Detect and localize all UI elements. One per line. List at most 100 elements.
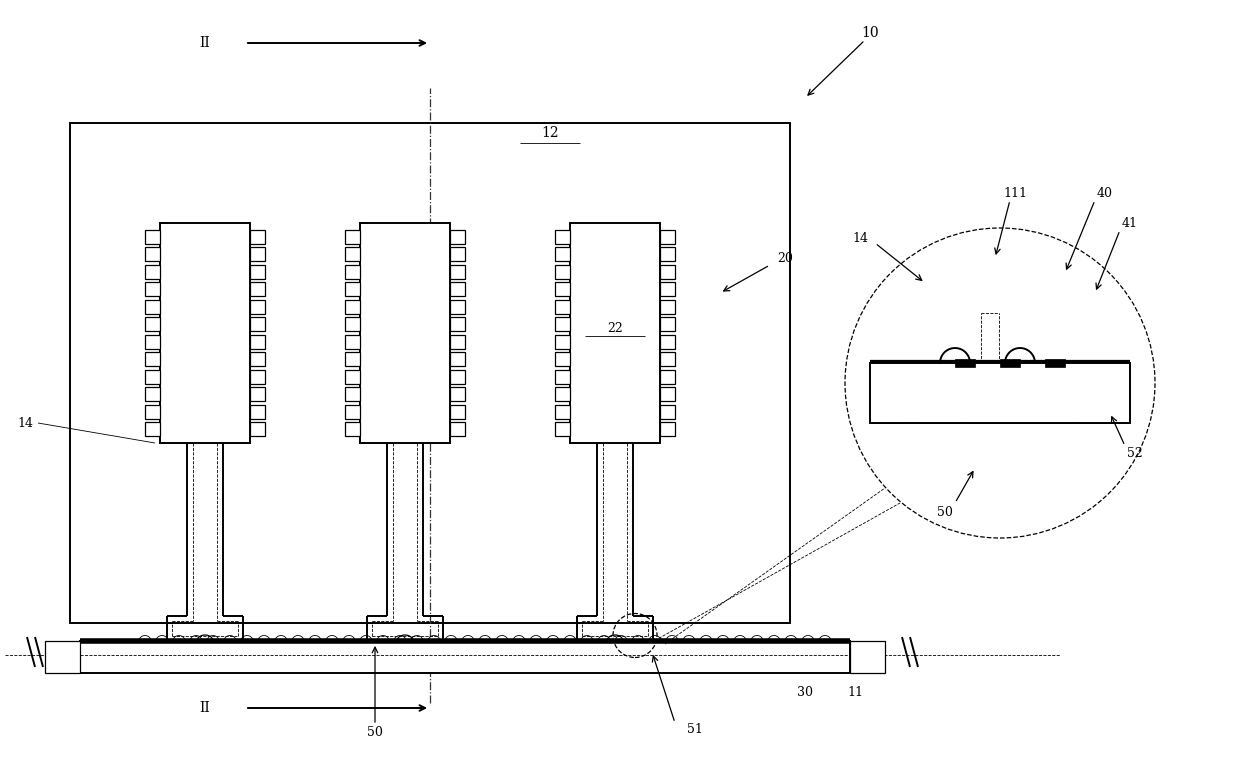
- Bar: [250, 422, 265, 437]
- Bar: [250, 352, 265, 366]
- Bar: [345, 405, 360, 418]
- Bar: [450, 265, 465, 279]
- Bar: [345, 230, 360, 244]
- Bar: [999, 359, 1021, 367]
- Bar: [556, 387, 570, 401]
- Bar: [145, 370, 160, 384]
- Bar: [250, 265, 265, 279]
- Bar: [345, 335, 360, 349]
- Bar: [870, 363, 1130, 423]
- Bar: [450, 370, 465, 384]
- Bar: [345, 422, 360, 437]
- Text: 14: 14: [17, 416, 33, 430]
- Text: 50: 50: [937, 506, 952, 519]
- Text: 40: 40: [1097, 186, 1114, 199]
- Bar: [450, 387, 465, 401]
- Text: II: II: [200, 36, 211, 50]
- Bar: [570, 223, 660, 443]
- Bar: [849, 641, 885, 673]
- Bar: [345, 247, 360, 262]
- Bar: [345, 352, 360, 366]
- Bar: [450, 299, 465, 314]
- Bar: [660, 387, 675, 401]
- Bar: [556, 422, 570, 437]
- Bar: [556, 265, 570, 279]
- Bar: [450, 247, 465, 262]
- Bar: [81, 641, 849, 673]
- Bar: [345, 370, 360, 384]
- Bar: [145, 247, 160, 262]
- Bar: [145, 230, 160, 244]
- Bar: [250, 299, 265, 314]
- Bar: [250, 405, 265, 418]
- Bar: [660, 318, 675, 331]
- Bar: [660, 352, 675, 366]
- Bar: [145, 422, 160, 437]
- Bar: [250, 230, 265, 244]
- Bar: [250, 335, 265, 349]
- Bar: [250, 318, 265, 331]
- Bar: [345, 265, 360, 279]
- Bar: [345, 282, 360, 296]
- Bar: [145, 282, 160, 296]
- Bar: [556, 247, 570, 262]
- Bar: [345, 299, 360, 314]
- Bar: [145, 265, 160, 279]
- Text: 12: 12: [541, 126, 559, 140]
- Bar: [556, 299, 570, 314]
- Bar: [145, 405, 160, 418]
- Bar: [556, 318, 570, 331]
- Bar: [145, 352, 160, 366]
- Bar: [955, 359, 975, 367]
- Bar: [660, 282, 675, 296]
- Bar: [360, 223, 450, 443]
- Bar: [660, 299, 675, 314]
- Bar: [660, 247, 675, 262]
- Text: 41: 41: [1122, 217, 1138, 230]
- Bar: [145, 335, 160, 349]
- Bar: [250, 370, 265, 384]
- Bar: [145, 318, 160, 331]
- Bar: [556, 282, 570, 296]
- Bar: [556, 370, 570, 384]
- Text: 50: 50: [367, 726, 383, 740]
- Bar: [660, 422, 675, 437]
- Text: 52: 52: [1127, 446, 1143, 459]
- Bar: [250, 247, 265, 262]
- Bar: [250, 387, 265, 401]
- Text: 10: 10: [862, 26, 879, 40]
- Bar: [145, 387, 160, 401]
- Text: 14: 14: [852, 231, 868, 245]
- Bar: [660, 230, 675, 244]
- Text: 20: 20: [777, 252, 792, 265]
- Bar: [556, 335, 570, 349]
- Bar: [160, 223, 250, 443]
- Text: 11: 11: [847, 687, 863, 700]
- Bar: [450, 318, 465, 331]
- Bar: [556, 230, 570, 244]
- Bar: [660, 265, 675, 279]
- Bar: [345, 387, 360, 401]
- Bar: [250, 282, 265, 296]
- Bar: [660, 335, 675, 349]
- Bar: [450, 422, 465, 437]
- Bar: [145, 299, 160, 314]
- Bar: [450, 230, 465, 244]
- Bar: [450, 335, 465, 349]
- Bar: [69, 123, 790, 623]
- Bar: [45, 641, 81, 673]
- Bar: [1045, 359, 1065, 367]
- Bar: [660, 405, 675, 418]
- Bar: [556, 405, 570, 418]
- Bar: [556, 352, 570, 366]
- Text: 22: 22: [608, 321, 622, 334]
- Bar: [450, 405, 465, 418]
- Bar: [345, 318, 360, 331]
- Bar: [660, 370, 675, 384]
- Bar: [450, 282, 465, 296]
- Text: 30: 30: [797, 687, 813, 700]
- Text: 51: 51: [687, 723, 703, 737]
- Text: II: II: [200, 701, 211, 715]
- Text: 111: 111: [1003, 186, 1027, 199]
- Bar: [450, 352, 465, 366]
